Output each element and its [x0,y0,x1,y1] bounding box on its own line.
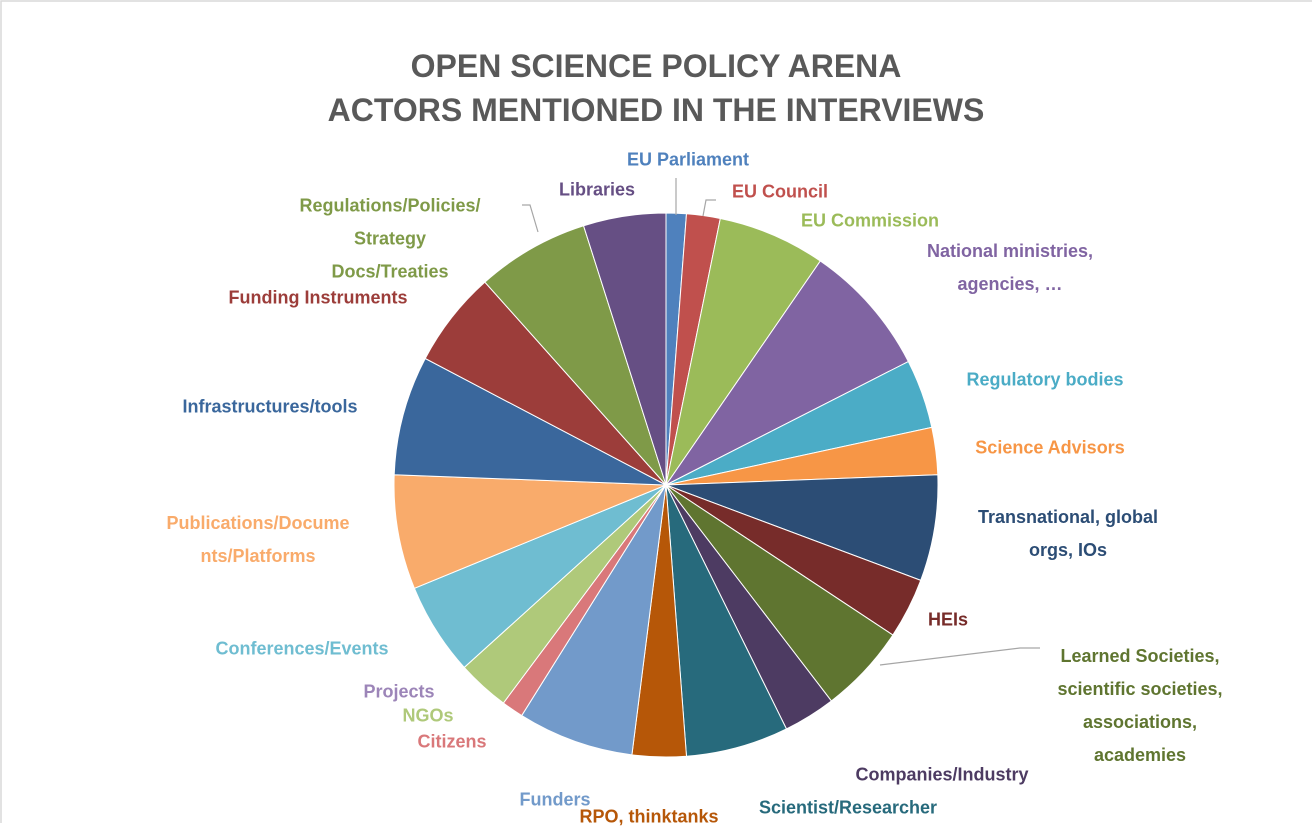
slice-label: Science Advisors [975,437,1125,458]
slice-label: Publications/Docume nts/Platforms [166,513,350,566]
leader-line [522,204,539,233]
slice-label: EU Council [731,181,829,202]
slice-label: EU Parliament [626,149,750,170]
slice-label: Funders [519,789,591,810]
slice-label: Citizens [417,731,487,752]
slice-label: Conferences/Events [215,638,389,659]
slice-label: NGOs [402,705,454,726]
slice-label: National ministries, agencies, … [926,241,1094,294]
leader-line [879,647,1040,666]
pie [393,212,939,758]
pie-slice [665,260,910,486]
slice-label: HEIs [927,609,969,630]
slice-label: Transnational, global orgs, IOs [977,507,1159,560]
slice-label: Learned Societies, scientific societies,… [1057,646,1223,765]
slice-label: Infrastructures/tools [182,396,358,417]
pie-slice [393,474,667,589]
slice-label: Scientist/Researcher [758,797,938,818]
slice-label: EU Commission [800,210,940,231]
leader-line [702,199,716,217]
slice-label: Funding Instruments [228,287,408,308]
pie-slice [582,212,667,486]
slice-label: Companies/Industry [855,764,1029,785]
slice-label: RPO, thinktanks [579,806,719,827]
slice-label: Regulatory bodies [966,369,1124,390]
chart-title: OPEN SCIENCE POLICY ARENA ACTORS MENTION… [327,48,985,128]
leader-lines [522,178,1040,666]
pie-slice [521,484,667,756]
slice-label: Projects [363,681,435,702]
pie-slice [393,357,667,486]
slice-label: Libraries [558,179,636,200]
pie-slice [484,225,667,486]
slice-label: Regulations/Policies/ Strategy Docs/Trea… [299,195,481,282]
